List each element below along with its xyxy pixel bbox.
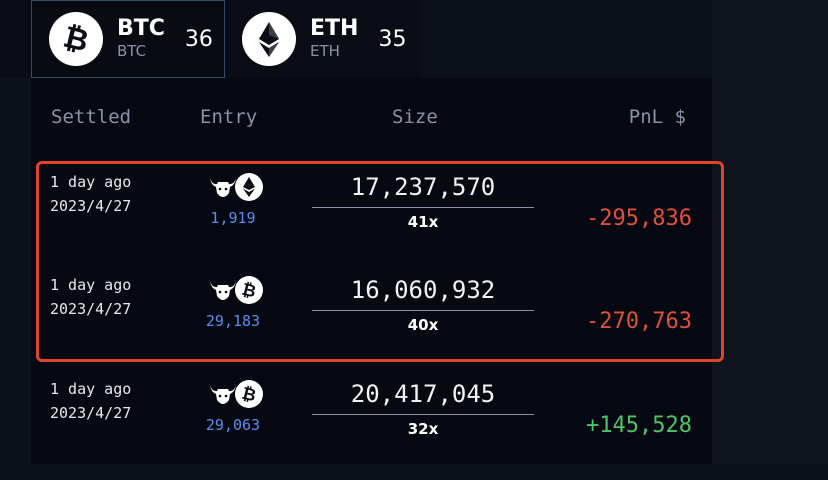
table-row[interactable]: 1 day ago 2023/4/27 1,919 17,237,570 41x…	[0, 173, 828, 273]
bull-icon	[210, 385, 236, 404]
tab-eth-name: ETH	[310, 16, 359, 41]
settled-date: 2023/4/27	[50, 404, 132, 422]
table-row[interactable]: 1 day ago 2023/4/27 ₿ 29,063 20,417,045 …	[0, 380, 828, 480]
svg-text:₿: ₿	[60, 20, 92, 59]
tab-btc-name: BTC	[117, 16, 165, 41]
pnl-value: -295,836	[586, 206, 692, 231]
bitcoin-icon: ₿	[235, 380, 263, 408]
header-size: Size	[392, 106, 438, 128]
tab-btc-subtitle: BTC	[117, 42, 147, 60]
pnl-value: -270,763	[586, 309, 692, 334]
ethereum-icon	[235, 173, 263, 201]
leverage: 40x	[407, 316, 439, 334]
header-entry: Entry	[200, 106, 258, 128]
entry-price: 29,183	[205, 312, 261, 330]
tab-eth-count: 35	[378, 26, 407, 52]
bitcoin-icon: ₿	[49, 12, 103, 66]
size-divider	[312, 414, 534, 415]
leverage: 32x	[407, 420, 439, 438]
settled-ago: 1 day ago	[50, 173, 132, 191]
settled-ago: 1 day ago	[50, 380, 132, 398]
tab-eth-subtitle: ETH	[310, 42, 340, 60]
tab-eth[interactable]: ETH ETH 35	[226, 0, 420, 78]
settled-date: 2023/4/27	[50, 300, 132, 318]
table-row[interactable]: 1 day ago 2023/4/27 ₿ 29,183 16,060,932 …	[0, 276, 828, 376]
position-size: 16,060,932	[350, 276, 496, 304]
coin-tabs: ₿ BTC BTC 36 ETH ETH 35	[0, 0, 420, 78]
ethereum-icon	[242, 12, 296, 66]
header-pnl: PnL $	[628, 106, 686, 128]
settled-date: 2023/4/27	[50, 197, 132, 215]
settled-ago: 1 day ago	[50, 276, 132, 294]
tab-btc-count: 36	[184, 26, 213, 52]
size-divider	[312, 310, 534, 311]
size-divider	[312, 207, 534, 208]
highlight-box	[36, 161, 724, 362]
settled-positions-panel	[31, 78, 712, 464]
background-right	[712, 0, 828, 464]
position-size: 17,237,570	[350, 173, 496, 201]
svg-text:₿: ₿	[240, 384, 258, 405]
bull-icon	[210, 178, 236, 197]
tab-btc[interactable]: ₿ BTC BTC 36	[31, 0, 225, 78]
entry-price: 1,919	[210, 209, 256, 227]
bull-icon	[210, 281, 236, 300]
bitcoin-icon: ₿	[235, 276, 263, 304]
header-settled: Settled	[51, 106, 132, 128]
pnl-value: +145,528	[586, 413, 692, 438]
leverage: 41x	[407, 213, 439, 231]
svg-text:₿: ₿	[240, 280, 258, 301]
entry-price: 29,063	[205, 416, 261, 434]
position-size: 20,417,045	[350, 380, 496, 408]
